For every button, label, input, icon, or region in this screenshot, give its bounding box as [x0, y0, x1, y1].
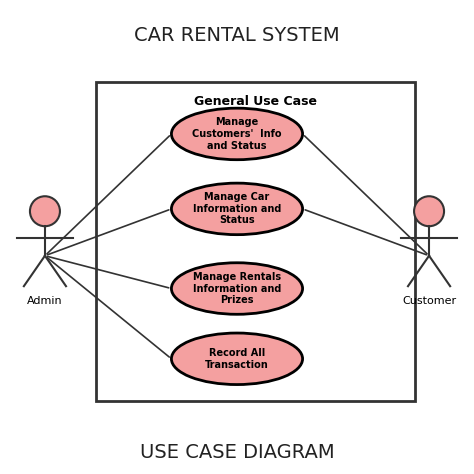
Text: Manage Rentals
Information and
Prizes: Manage Rentals Information and Prizes	[193, 272, 281, 305]
Text: Record All
Transaction: Record All Transaction	[205, 348, 269, 370]
Text: Manage
Customers'  Info
and Status: Manage Customers' Info and Status	[192, 118, 282, 151]
Ellipse shape	[172, 263, 302, 314]
Text: Customer: Customer	[402, 296, 456, 306]
Text: USE CASE DIAGRAM: USE CASE DIAGRAM	[140, 443, 334, 462]
Text: Admin: Admin	[27, 296, 63, 306]
Text: Manage Car
Information and
Status: Manage Car Information and Status	[193, 192, 281, 226]
FancyBboxPatch shape	[97, 82, 415, 401]
Circle shape	[414, 196, 444, 226]
Ellipse shape	[172, 333, 302, 384]
Ellipse shape	[172, 108, 302, 160]
Ellipse shape	[172, 183, 302, 235]
Text: General Use Case: General Use Case	[194, 95, 317, 108]
Text: CAR RENTAL SYSTEM: CAR RENTAL SYSTEM	[134, 26, 340, 45]
Circle shape	[30, 196, 60, 226]
